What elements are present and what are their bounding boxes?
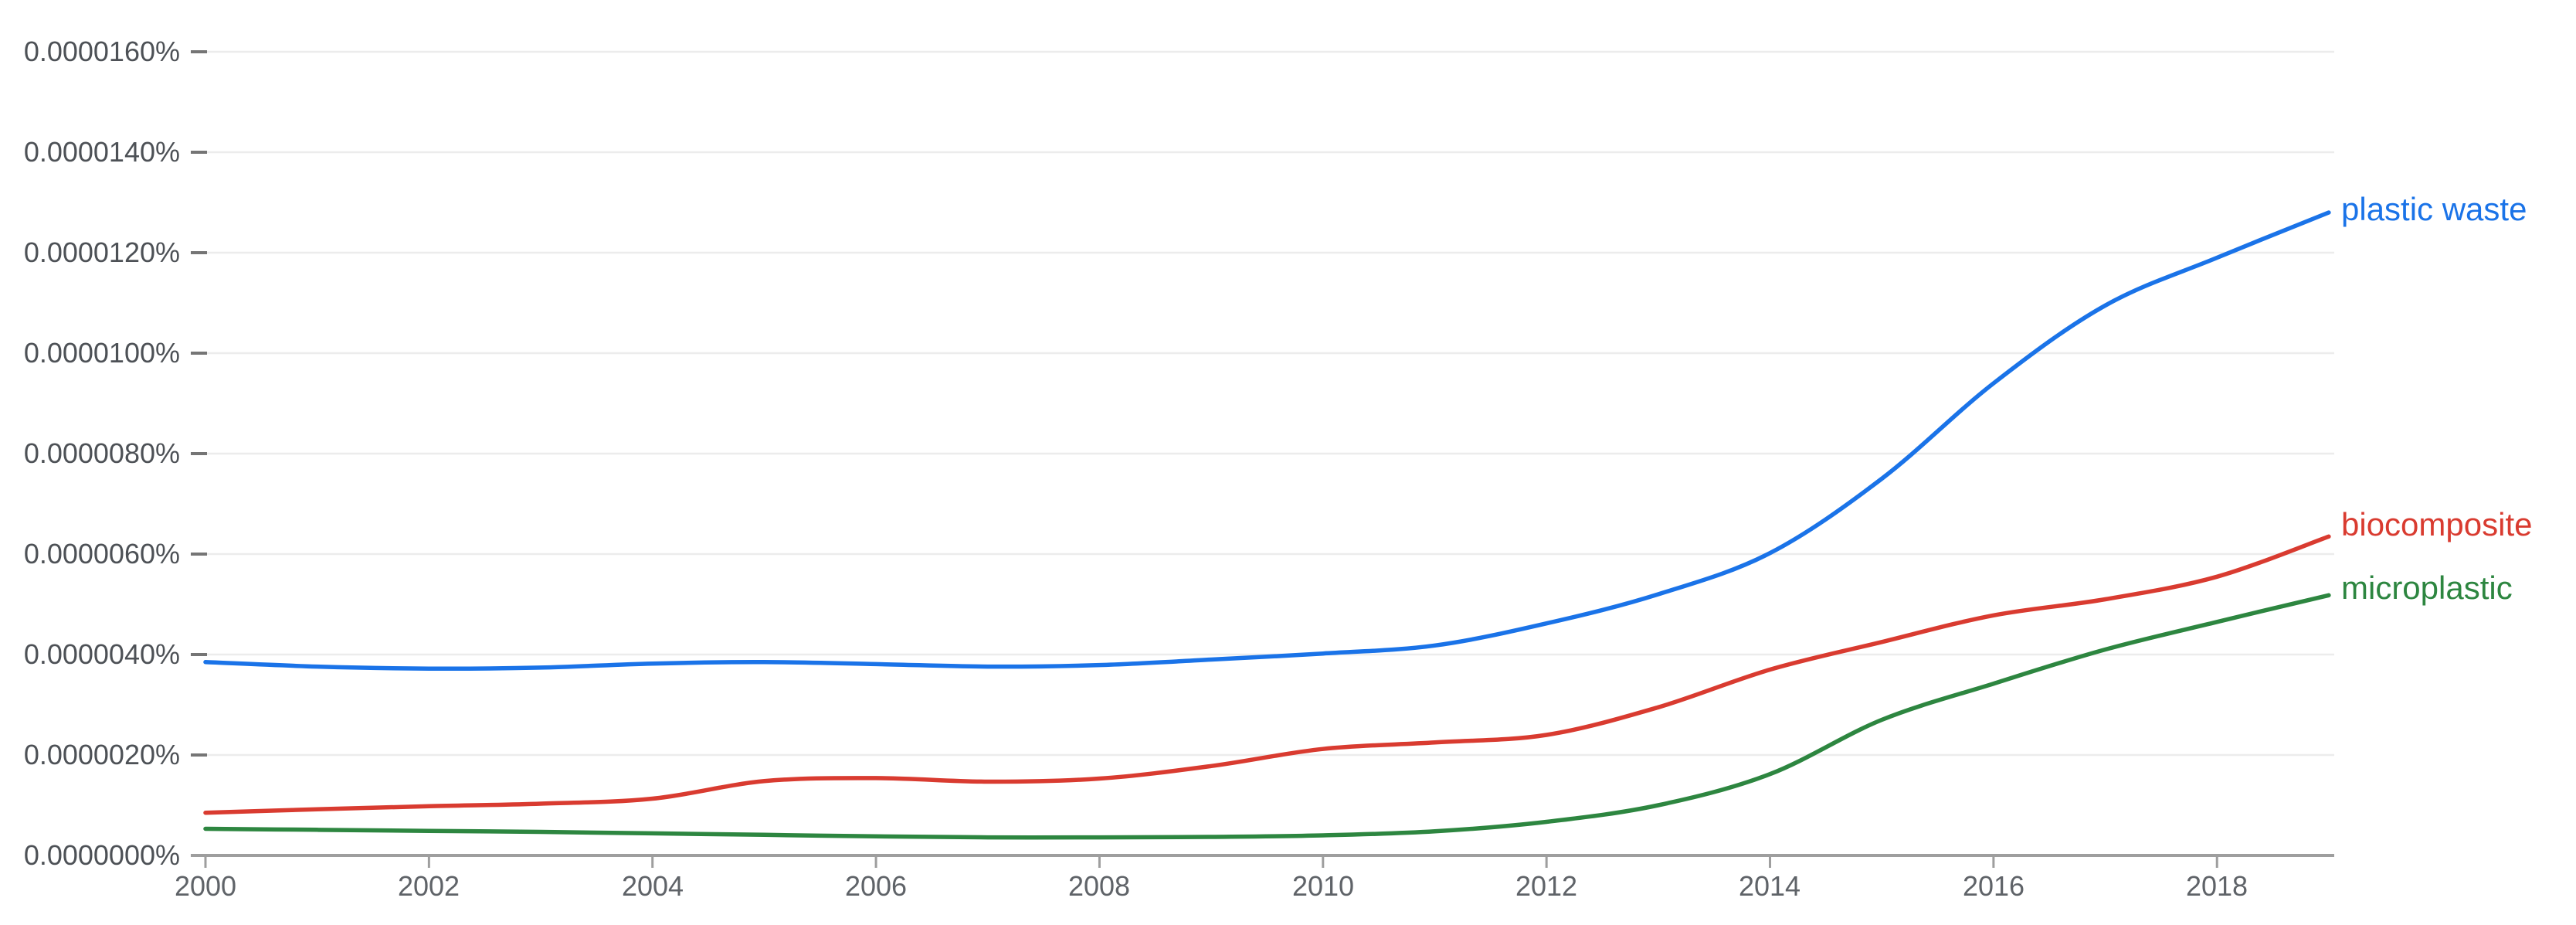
y-tick-label: 0.0000160% <box>23 36 180 67</box>
y-tick-label: 0.0000060% <box>23 538 180 570</box>
x-tick-label: 2008 <box>1067 870 1131 902</box>
x-tick-label: 2012 <box>1515 870 1578 902</box>
y-tick-label: 0.0000100% <box>23 337 180 369</box>
x-tick-label: 2018 <box>2185 870 2248 902</box>
x-tick-label: 2002 <box>397 870 460 902</box>
y-tick-label: 0.0000000% <box>23 839 180 871</box>
series-label-biocomposite[interactable]: biocomposite <box>2341 506 2533 542</box>
x-tick-label: 2016 <box>1962 870 2025 902</box>
y-tick-label: 0.0000040% <box>23 638 180 670</box>
x-tick-label: 2004 <box>621 870 684 902</box>
series-label-microplastic[interactable]: microplastic <box>2341 570 2513 606</box>
series-line-biocomposite[interactable] <box>203 534 2331 815</box>
series-line-microplastic[interactable] <box>203 593 2331 840</box>
x-tick-label: 2006 <box>844 870 908 902</box>
y-tick-label: 0.0000120% <box>23 236 180 268</box>
y-tick-label: 0.0000020% <box>23 739 180 770</box>
x-tick-label: 2010 <box>1291 870 1355 902</box>
y-tick-label: 0.0000080% <box>23 437 180 469</box>
series-label-plastic-waste[interactable]: plastic waste <box>2341 191 2527 227</box>
series-line-plastic-waste[interactable] <box>203 210 2331 671</box>
x-tick-label: 2014 <box>1738 870 1801 902</box>
x-tick-label: 2000 <box>174 870 237 902</box>
y-tick-label: 0.0000140% <box>23 136 180 168</box>
